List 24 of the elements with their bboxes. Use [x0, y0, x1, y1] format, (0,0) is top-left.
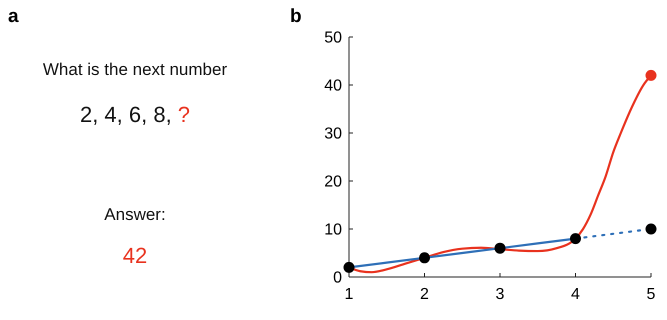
text: 2, 4, 6, 8, [80, 102, 172, 127]
text: a [8, 6, 19, 27]
text: ? [172, 102, 190, 127]
x-tick-label: 4 [571, 286, 580, 303]
text: What is the next number [42, 60, 228, 79]
y-tick-label: 40 [324, 78, 342, 95]
x-tick-label: 2 [420, 286, 430, 303]
point [570, 233, 581, 244]
point [646, 224, 656, 234]
x-tick-label: 3 [496, 286, 505, 303]
y-tick-label: 20 [324, 174, 342, 191]
text: Answer: [104, 205, 166, 224]
point [494, 242, 506, 254]
y-tick-label: 0 [333, 270, 342, 287]
y-tick-label: 50 [324, 30, 342, 47]
x-tick-label: 1 [344, 286, 354, 303]
text: 42 [122, 243, 148, 268]
x-tick-label: 5 [646, 286, 656, 303]
point [646, 70, 656, 81]
y-tick-label: 10 [324, 222, 342, 239]
point [419, 252, 430, 264]
point [344, 262, 354, 273]
chart-title: b [290, 6, 302, 27]
y-tick-label: 30 [324, 126, 342, 143]
